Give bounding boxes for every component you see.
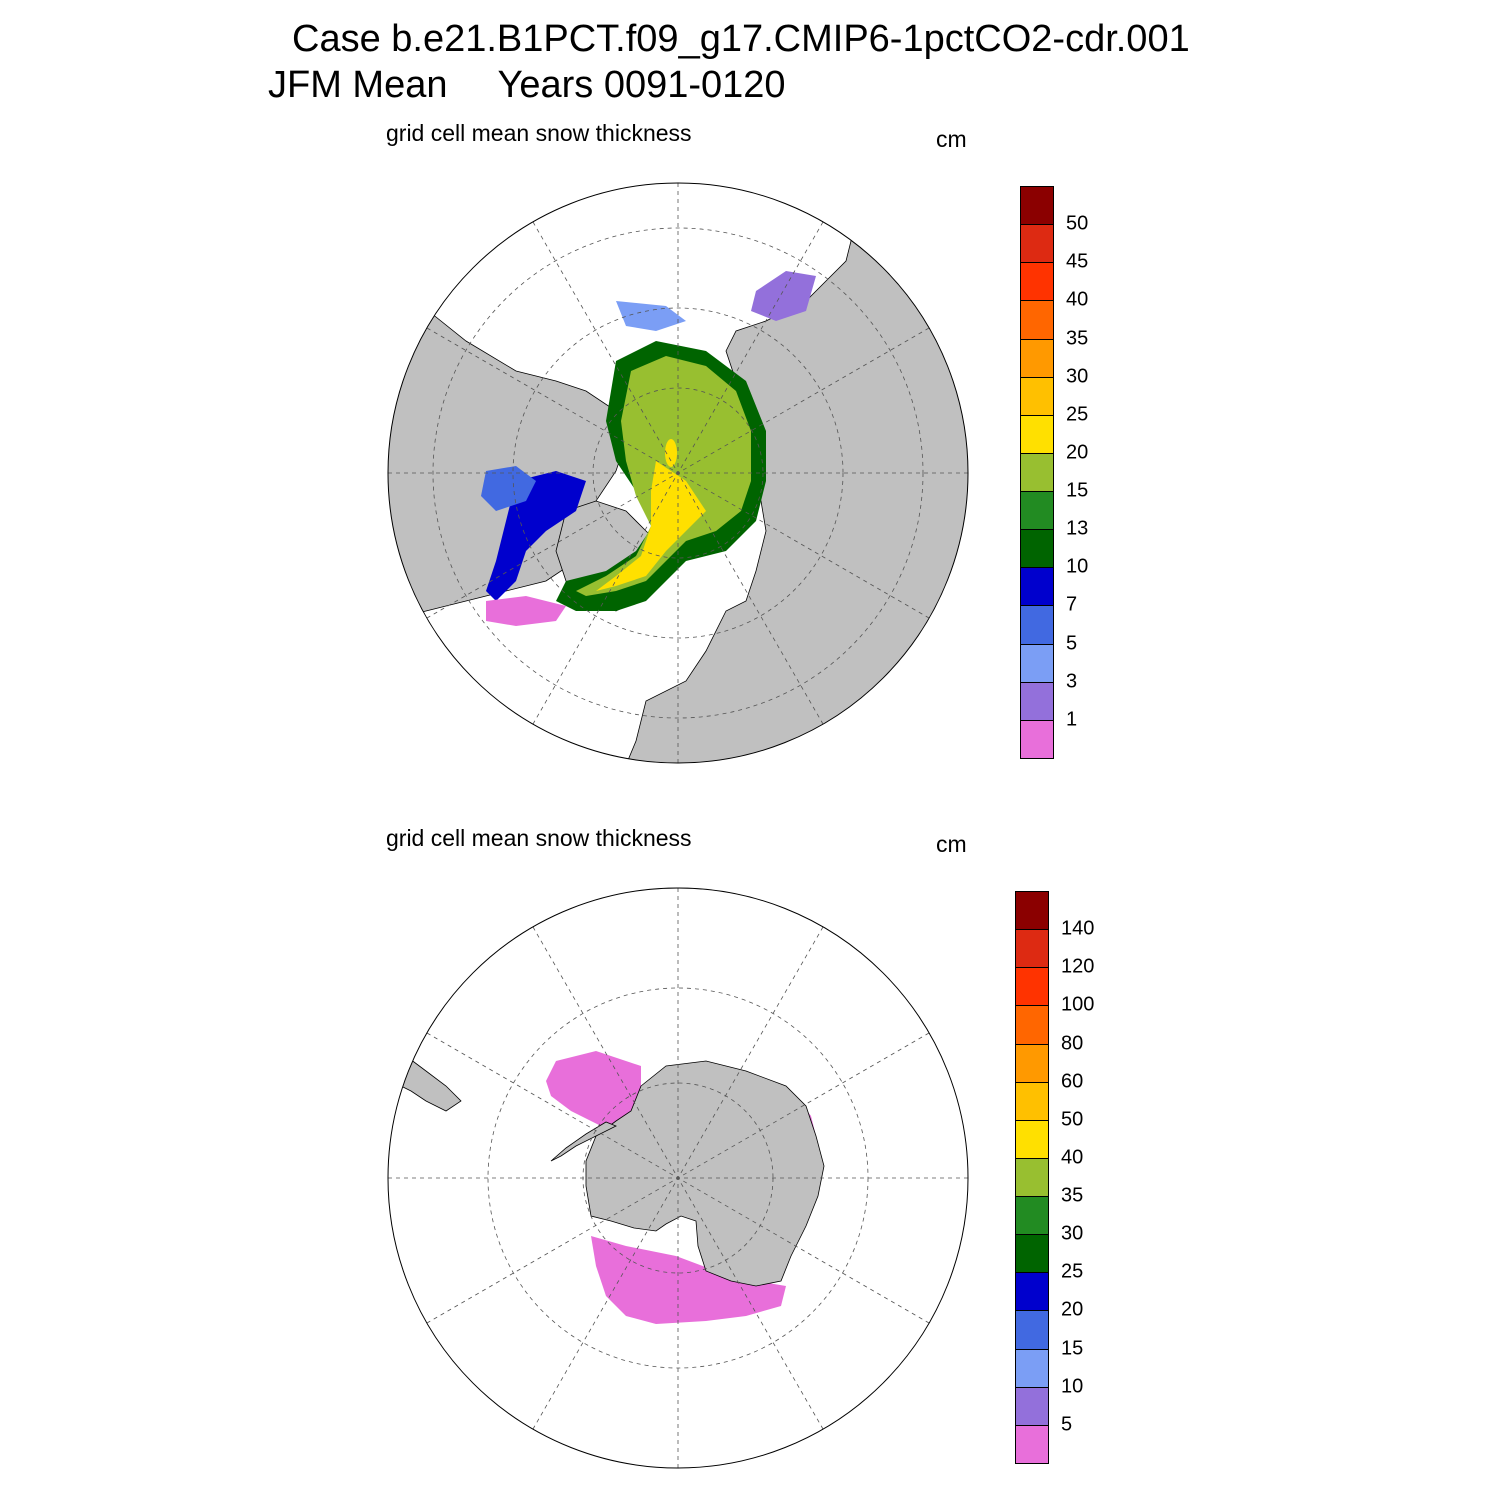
north-graticule [388, 183, 968, 763]
south-colorbar-swatch [1015, 1348, 1049, 1388]
north-colorbar-swatch [1020, 300, 1054, 340]
season-years-title: JFM Mean Years 0091-0120 [268, 64, 786, 107]
north-colorbar-swatch [1020, 491, 1054, 531]
north-colorbar-label: 45 [1066, 250, 1089, 273]
south-colorbar-label: 140 [1061, 917, 1095, 940]
south-colorbar-label: 5 [1061, 1413, 1073, 1436]
south-colorbar-label: 40 [1061, 1146, 1084, 1169]
north-colorbar-swatch [1020, 567, 1054, 607]
north-colorbar-label: 1 [1066, 708, 1078, 731]
north-colorbar: 1 3 5 7 10 13 15 20 25 30 35 40 45 50 [1020, 186, 1130, 759]
north-units: cm [936, 126, 967, 152]
south-colorbar-label: 80 [1061, 1032, 1084, 1055]
north-colorbar-label: 40 [1066, 288, 1089, 311]
south-colorbar: 5 10 15 20 25 30 35 40 50 60 80 100 120 140 [1015, 891, 1125, 1464]
south-colorbar-label: 50 [1061, 1108, 1084, 1131]
north-colorbar-label: 35 [1066, 327, 1089, 350]
south-colorbar-label: 120 [1061, 955, 1095, 978]
south-colorbar-label: 20 [1061, 1298, 1084, 1321]
north-colorbar-label: 13 [1066, 517, 1089, 540]
south-colorbar-label: 100 [1061, 993, 1095, 1016]
north-snow-field [481, 271, 816, 626]
north-colorbar-swatch [1020, 719, 1054, 759]
north-colorbar-swatch [1020, 376, 1054, 416]
north-colorbar-label: 30 [1066, 365, 1089, 388]
south-colorbar-swatch [1015, 1272, 1049, 1312]
south-colorbar-label: 35 [1061, 1184, 1084, 1207]
years-label: Years 0091-0120 [497, 64, 786, 106]
north-polar-map [387, 182, 969, 764]
south-colorbar-swatch [1015, 967, 1049, 1007]
north-colorbar-label: 20 [1066, 441, 1089, 464]
north-colorbar-label: 3 [1066, 670, 1078, 693]
south-colorbar-swatch [1015, 1043, 1049, 1083]
north-colorbar-swatch [1020, 186, 1054, 226]
south-colorbar-swatch [1015, 1424, 1049, 1464]
north-colorbar-swatch [1020, 681, 1054, 721]
south-colorbar-swatch [1015, 1119, 1049, 1159]
north-colorbar-label: 15 [1066, 479, 1089, 502]
north-colorbar-label: 5 [1066, 632, 1078, 655]
north-colorbar-swatch [1020, 414, 1054, 454]
south-colorbar-swatch [1015, 929, 1049, 969]
north-panel-title: grid cell mean snow thickness [386, 120, 692, 146]
south-graticule [388, 888, 968, 1468]
south-colorbar-label: 60 [1061, 1070, 1084, 1093]
south-colorbar-label: 25 [1061, 1260, 1084, 1283]
south-colorbar-label: 15 [1061, 1337, 1084, 1360]
north-colorbar-swatch [1020, 452, 1054, 493]
north-colorbar-label: 7 [1066, 593, 1078, 616]
north-colorbar-swatch [1020, 338, 1054, 378]
south-colorbar-label: 30 [1061, 1222, 1084, 1245]
season-label: JFM Mean [268, 64, 448, 106]
north-colorbar-label: 50 [1066, 212, 1089, 235]
south-colorbar-swatch [1015, 891, 1049, 931]
south-polar-map [387, 887, 969, 1469]
south-colorbar-swatch [1015, 1081, 1049, 1121]
north-colorbar-swatch [1020, 262, 1054, 302]
south-colorbar-swatch [1015, 1005, 1049, 1045]
north-colorbar-label: 10 [1066, 555, 1089, 578]
south-colorbar-swatch [1015, 1234, 1049, 1274]
south-panel-title: grid cell mean snow thickness [386, 825, 692, 851]
case-title: Case b.e21.B1PCT.f09_g17.CMIP6-1pctCO2-c… [292, 18, 1190, 60]
south-colorbar-swatch [1015, 1310, 1049, 1350]
north-colorbar-swatch [1020, 643, 1054, 683]
south-colorbar-swatch [1015, 1386, 1049, 1426]
south-colorbar-swatch [1015, 1196, 1049, 1236]
north-colorbar-label: 25 [1066, 403, 1089, 426]
north-colorbar-swatch [1020, 224, 1054, 264]
south-colorbar-label: 10 [1061, 1375, 1084, 1398]
south-colorbar-swatch [1015, 1157, 1049, 1198]
south-units: cm [936, 831, 967, 857]
north-colorbar-swatch [1020, 529, 1054, 569]
north-colorbar-swatch [1020, 605, 1054, 645]
